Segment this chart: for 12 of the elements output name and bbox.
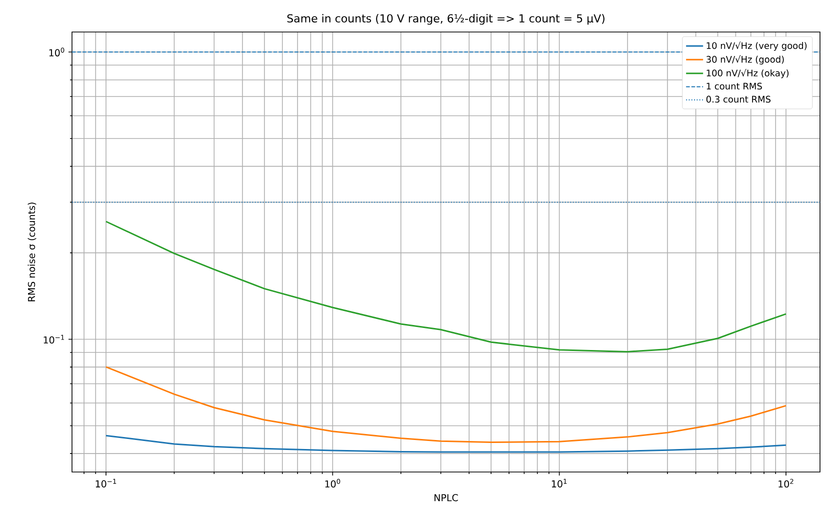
legend-label: 10 nV/√Hz (very good)	[706, 42, 807, 51]
chart-title: Same in counts (10 V range, 6½-digit => 1 count = 5 µV)	[287, 14, 604, 25]
legend-label: 30 nV/√Hz (good)	[706, 55, 784, 64]
x-axis-title: NPLC	[434, 494, 458, 502]
x-tick-label: 10$^{2}$	[778, 478, 794, 488]
legend-label: 100 nV/√Hz (okay)	[706, 69, 788, 78]
legend-label: 0.3 count RMS	[706, 96, 770, 103]
legend-label: 1 count RMS	[706, 82, 762, 90]
x-tick-label: 10$^{1}$	[552, 478, 567, 488]
y-axis-title: RMS noise σ (counts)	[28, 202, 36, 302]
x-tick-label: 10$^{−1}$	[96, 478, 116, 488]
x-tick-label: 10$^{0}$	[325, 478, 340, 488]
